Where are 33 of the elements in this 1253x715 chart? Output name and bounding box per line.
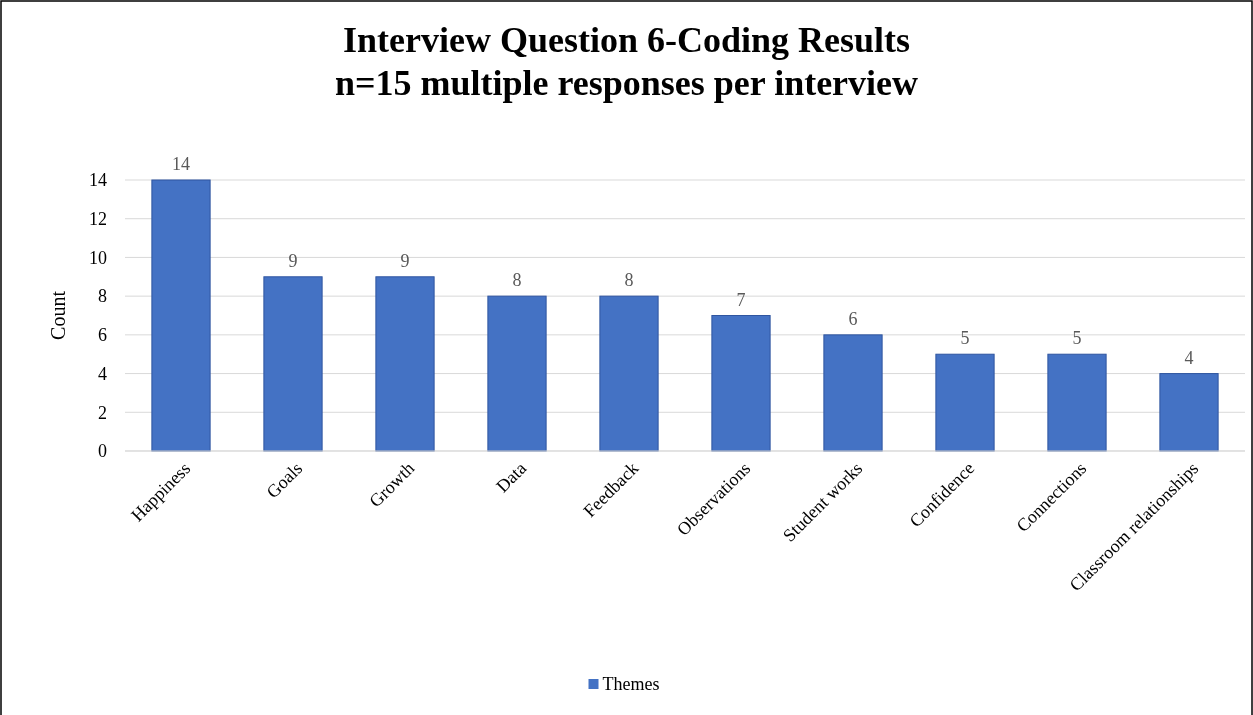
y-tick-label: 10 — [89, 247, 107, 268]
y-tick-label: 4 — [98, 363, 107, 384]
bar — [823, 334, 883, 452]
y-tick-label: 8 — [98, 286, 107, 307]
y-tick-label: 2 — [98, 402, 107, 423]
data-label: 6 — [848, 308, 858, 329]
data-label: 9 — [288, 250, 298, 271]
y-tick-label: 0 — [98, 441, 107, 462]
data-label: 8 — [624, 270, 634, 291]
bar — [151, 179, 211, 452]
bar — [711, 315, 771, 452]
bar — [1159, 373, 1219, 452]
bar — [487, 295, 547, 452]
bar — [263, 276, 323, 452]
legend-label: Themes — [602, 674, 660, 694]
data-label: 5 — [960, 328, 970, 349]
x-tick-label: Data — [492, 458, 531, 497]
data-label: 9 — [400, 250, 410, 271]
bar — [935, 353, 995, 452]
data-label: 4 — [1184, 347, 1194, 368]
chart-title: Interview Question 6-Coding Results — [342, 20, 911, 60]
data-label: 8 — [512, 270, 522, 291]
data-label: 7 — [736, 289, 746, 310]
data-label: 5 — [1072, 328, 1082, 349]
bar — [1047, 353, 1107, 452]
data-label: 14 — [172, 154, 190, 174]
chart-subtitle: n=15 multiple responses per interview — [334, 63, 919, 103]
bar — [375, 276, 435, 452]
y-axis-title: Count — [47, 290, 69, 340]
y-tick-label: 14 — [89, 170, 107, 191]
y-tick-label: 12 — [89, 209, 107, 230]
y-tick-label: 6 — [98, 325, 107, 346]
bar — [599, 295, 659, 452]
